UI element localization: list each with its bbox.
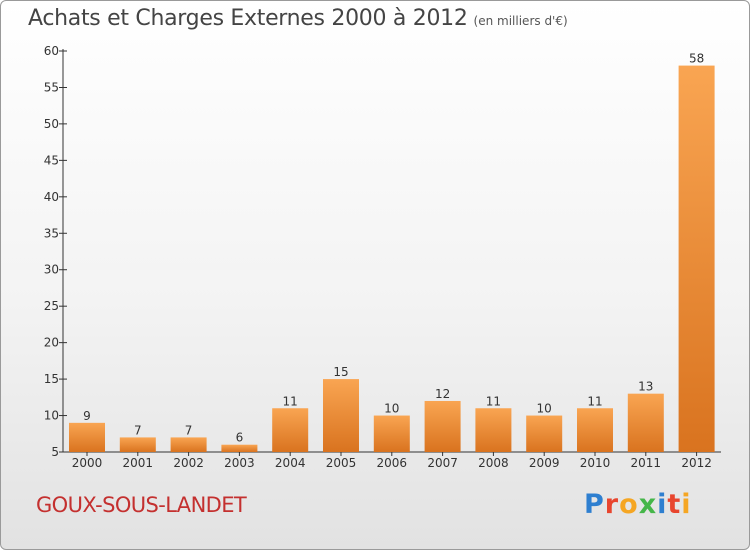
x-tick-label-2007: 2007	[427, 456, 458, 470]
x-tick-label-2009: 2009	[529, 456, 560, 470]
y-tick-label: 40	[44, 190, 59, 204]
y-tick-label: 45	[44, 153, 59, 167]
chart-title: Achats et Charges Externes 2000 à 2012 (e…	[28, 6, 568, 31]
data-label-2008: 11	[486, 394, 501, 408]
data-label-2011: 13	[638, 380, 653, 394]
y-ticks: 5 10 15 20 25 30 35 40 45 50 55 60	[44, 44, 67, 459]
logo-letter: i	[657, 489, 668, 520]
bar-2007	[424, 400, 461, 452]
bar-2003	[221, 444, 258, 452]
logo-letter: t	[667, 489, 682, 520]
x-tick-label-2008: 2008	[478, 456, 509, 470]
bar-2005	[323, 379, 359, 452]
data-label-2005: 15	[333, 365, 348, 379]
data-label-2009: 10	[537, 402, 552, 416]
y-tick-label: 35	[44, 226, 59, 240]
x-tick-label-2010: 2010	[580, 456, 611, 470]
x-ticks: 2000 2001 2002 2003 2004 2005 2006 2007 2008 2009…	[72, 452, 712, 470]
data-label-2007: 12	[435, 387, 450, 401]
proxiti-logo[interactable]: Proxiti	[584, 489, 692, 520]
logo-letter: r	[604, 489, 620, 520]
data-label-2003: 6	[236, 431, 244, 445]
y-tick-label: 10	[44, 409, 59, 423]
chart-subtitle: (en milliers d'€)	[473, 14, 568, 28]
x-tick-label-2006: 2006	[377, 456, 408, 470]
x-tick-label-2001: 2001	[123, 456, 154, 470]
bar-2000	[69, 422, 105, 452]
data-label-2002: 7	[185, 423, 193, 437]
bar-2006	[373, 415, 410, 452]
x-tick-label-2011: 2011	[631, 456, 662, 470]
x-tick-label-2002: 2002	[173, 456, 204, 470]
data-label-2004: 11	[283, 394, 298, 408]
bar-2009	[526, 415, 563, 452]
bar-2004	[272, 408, 309, 452]
x-tick-label-2004: 2004	[275, 456, 306, 470]
logo-letter: i	[681, 489, 692, 520]
bar-2010	[577, 408, 613, 452]
y-tick-label: 30	[44, 263, 59, 277]
data-label-2000: 9	[83, 409, 91, 423]
y-tick-label: 20	[44, 336, 59, 350]
bar-2001	[119, 437, 156, 452]
bar-2011	[627, 393, 664, 452]
logo-letter: x	[638, 489, 658, 520]
y-tick-label: 50	[44, 117, 59, 131]
y-tick-label: 25	[44, 299, 59, 313]
x-tick-label-2012: 2012	[681, 456, 712, 470]
logo-letter: P	[584, 489, 605, 520]
data-label-2012: 58	[689, 52, 704, 66]
data-label-2001: 7	[134, 423, 142, 437]
bar-2008	[475, 408, 512, 452]
bar-chart: 5 10 15 20 25 30 35 40 45 50 55 60 9 7 7 6 11 15 10 12 11 10…	[44, 44, 721, 470]
chart-title-text: Achats et Charges Externes 2000 à 2012	[28, 6, 468, 31]
commune-name: GOUX-SOUS-LANDET	[36, 493, 247, 517]
y-tick-label: 60	[44, 44, 59, 58]
y-tick-label: 55	[44, 80, 59, 94]
bar-2002	[170, 437, 207, 452]
x-tick-label-2000: 2000	[72, 456, 103, 470]
data-label-2010: 11	[587, 394, 602, 408]
x-tick-label-2003: 2003	[224, 456, 255, 470]
bar-2012	[678, 65, 715, 452]
x-tick-label-2005: 2005	[326, 456, 357, 470]
data-label-2006: 10	[384, 402, 399, 416]
y-tick-label: 5	[51, 445, 59, 459]
bars: 9 7 7 6 11 15 10 12 11 10 11 13 58	[69, 52, 715, 452]
logo-letter: o	[619, 489, 639, 520]
y-tick-label: 15	[44, 372, 59, 386]
